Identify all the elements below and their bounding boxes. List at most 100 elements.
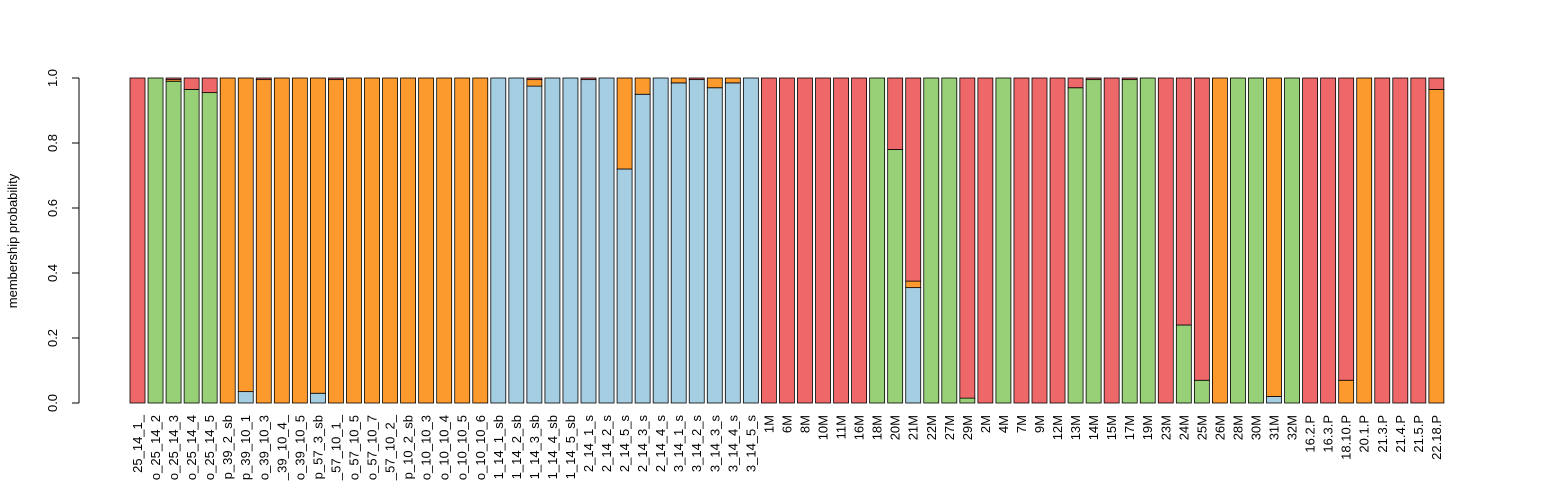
x-tick-label: 20.1.P	[1357, 415, 1372, 453]
bar-segment-series-3	[1428, 88, 1445, 404]
bar-segment-series-4	[1031, 77, 1048, 404]
bar-segment-series-1	[742, 77, 759, 404]
bar-segment-series-3	[382, 77, 398, 404]
bar-stack	[1266, 77, 1282, 404]
x-tick-label: 1_14_3_sb	[527, 415, 542, 479]
x-tick-label: o_39_10_3	[256, 415, 271, 480]
bar-segment-series-1	[544, 77, 561, 404]
x-tick-label: o_39_10_5	[292, 415, 307, 480]
x-tick-label: 1_14_1_sb	[491, 415, 506, 479]
x-tick-label: 24M	[1176, 415, 1191, 440]
x-tick-label: 21.4.P	[1393, 415, 1408, 453]
bar-stack	[454, 77, 471, 404]
bar-segment-series-2	[1121, 79, 1138, 404]
bar-stack	[1338, 77, 1355, 404]
bar-segment-series-4	[1085, 77, 1102, 81]
bar-stack	[580, 77, 597, 404]
bar-segment-series-4	[1428, 77, 1445, 90]
bar-segment-series-2	[887, 149, 904, 404]
bar-segment-series-2	[1139, 77, 1156, 404]
bar-segment-series-2	[869, 77, 886, 404]
bar-stack	[1157, 77, 1174, 404]
bar-segment-series-2	[1284, 77, 1300, 404]
x-tick-label: 1_14_5_sb	[563, 415, 578, 479]
bar-stack	[1284, 77, 1300, 404]
bar-segment-series-3	[273, 77, 290, 404]
bar-segment-series-2	[959, 397, 976, 404]
bar-stack	[364, 77, 380, 404]
bar-segment-series-4	[779, 77, 795, 404]
bar-segment-series-1	[237, 391, 254, 404]
x-tick-label: 3_14_4_s	[725, 415, 740, 473]
bar-segment-series-4	[905, 77, 922, 282]
x-tick-label: 21.5.P	[1411, 415, 1426, 453]
x-tick-label: 25_14_1_	[130, 414, 145, 473]
x-tick-label: _39_10_4_	[274, 414, 289, 481]
bar-stack	[1374, 77, 1391, 404]
bar-stack	[995, 77, 1012, 404]
x-tick-label: 10M	[816, 415, 831, 440]
bar-segment-series-4	[1013, 77, 1030, 404]
x-tick-label: 22.18.P	[1429, 415, 1444, 460]
bar-stack	[1067, 77, 1084, 404]
bar-segment-series-2	[941, 77, 958, 404]
bar-stack	[472, 77, 489, 404]
bar-segment-series-1	[905, 287, 922, 404]
bar-stack	[923, 77, 940, 404]
x-tick-label: 28M	[1230, 415, 1245, 440]
bar-stack	[598, 77, 615, 404]
bar-segment-series-3	[291, 77, 308, 404]
bar-segment-series-3	[237, 77, 254, 393]
bar-stack	[255, 77, 272, 404]
bar-segment-series-4	[761, 77, 777, 404]
bar-segment-series-2	[1175, 324, 1192, 404]
bar-stack	[201, 77, 218, 404]
bar-stack	[328, 77, 344, 404]
bar-stack	[634, 77, 651, 404]
bar-stack	[1139, 77, 1156, 404]
bar-segment-series-4	[887, 77, 904, 150]
bar-segment-series-3	[1356, 77, 1373, 404]
bar-segment-series-1	[634, 93, 651, 404]
x-tick-label: o_10_10_3	[419, 415, 434, 480]
x-tick-label: o_25_14_5	[202, 415, 217, 480]
bar-segment-series-4	[815, 77, 831, 404]
bar-stack	[544, 77, 561, 404]
x-tick-label: o_10_10_6	[473, 415, 488, 480]
y-axis-label: membership probability	[5, 173, 20, 308]
y-axis: 0.0 0.2 0.4 0.6 0.8 1.0	[45, 69, 80, 412]
x-tick-label: 14M	[1086, 415, 1101, 440]
bar-stack	[616, 77, 633, 404]
y-tick-label: 0.2	[45, 329, 60, 347]
bar-segment-series-3	[905, 280, 922, 289]
bar-segment-series-1	[688, 79, 705, 404]
bar-stack	[382, 77, 398, 404]
x-tick-label: 22M	[924, 415, 939, 440]
bar-segment-series-1	[526, 85, 543, 404]
bar-stack	[652, 77, 669, 404]
x-tick-label: o_10_10_5	[455, 415, 470, 480]
bar-segment-series-4	[165, 77, 182, 81]
bar-stack	[147, 77, 164, 404]
bar-stack	[129, 77, 146, 404]
bar-stack	[851, 77, 867, 404]
bar-stack	[309, 77, 326, 404]
bar-segment-series-2	[1193, 379, 1210, 404]
bar-segment-series-1	[598, 77, 615, 404]
x-tick-label: 7M	[1014, 415, 1029, 433]
bar-segment-series-1	[724, 82, 741, 404]
x-tick-label: 3_14_5_s	[743, 415, 758, 473]
bar-segment-series-1	[508, 77, 525, 404]
bar-stack	[941, 77, 958, 404]
x-tick-label: o_57_10_7	[365, 415, 380, 480]
bar-segment-series-4	[977, 77, 994, 404]
x-tick-label: 3_14_2_s	[689, 415, 704, 473]
x-tick-label: 21M	[906, 415, 921, 440]
x-tick-label: 1_14_2_sb	[509, 415, 524, 479]
bar-segment-series-3	[472, 77, 489, 404]
bar-stack	[1320, 77, 1337, 404]
x-tick-label: 20M	[888, 415, 903, 440]
x-tick-label: o_10_10_4	[437, 415, 452, 480]
x-tick-label: 8M	[797, 415, 812, 433]
bar-segment-series-2	[183, 88, 200, 404]
